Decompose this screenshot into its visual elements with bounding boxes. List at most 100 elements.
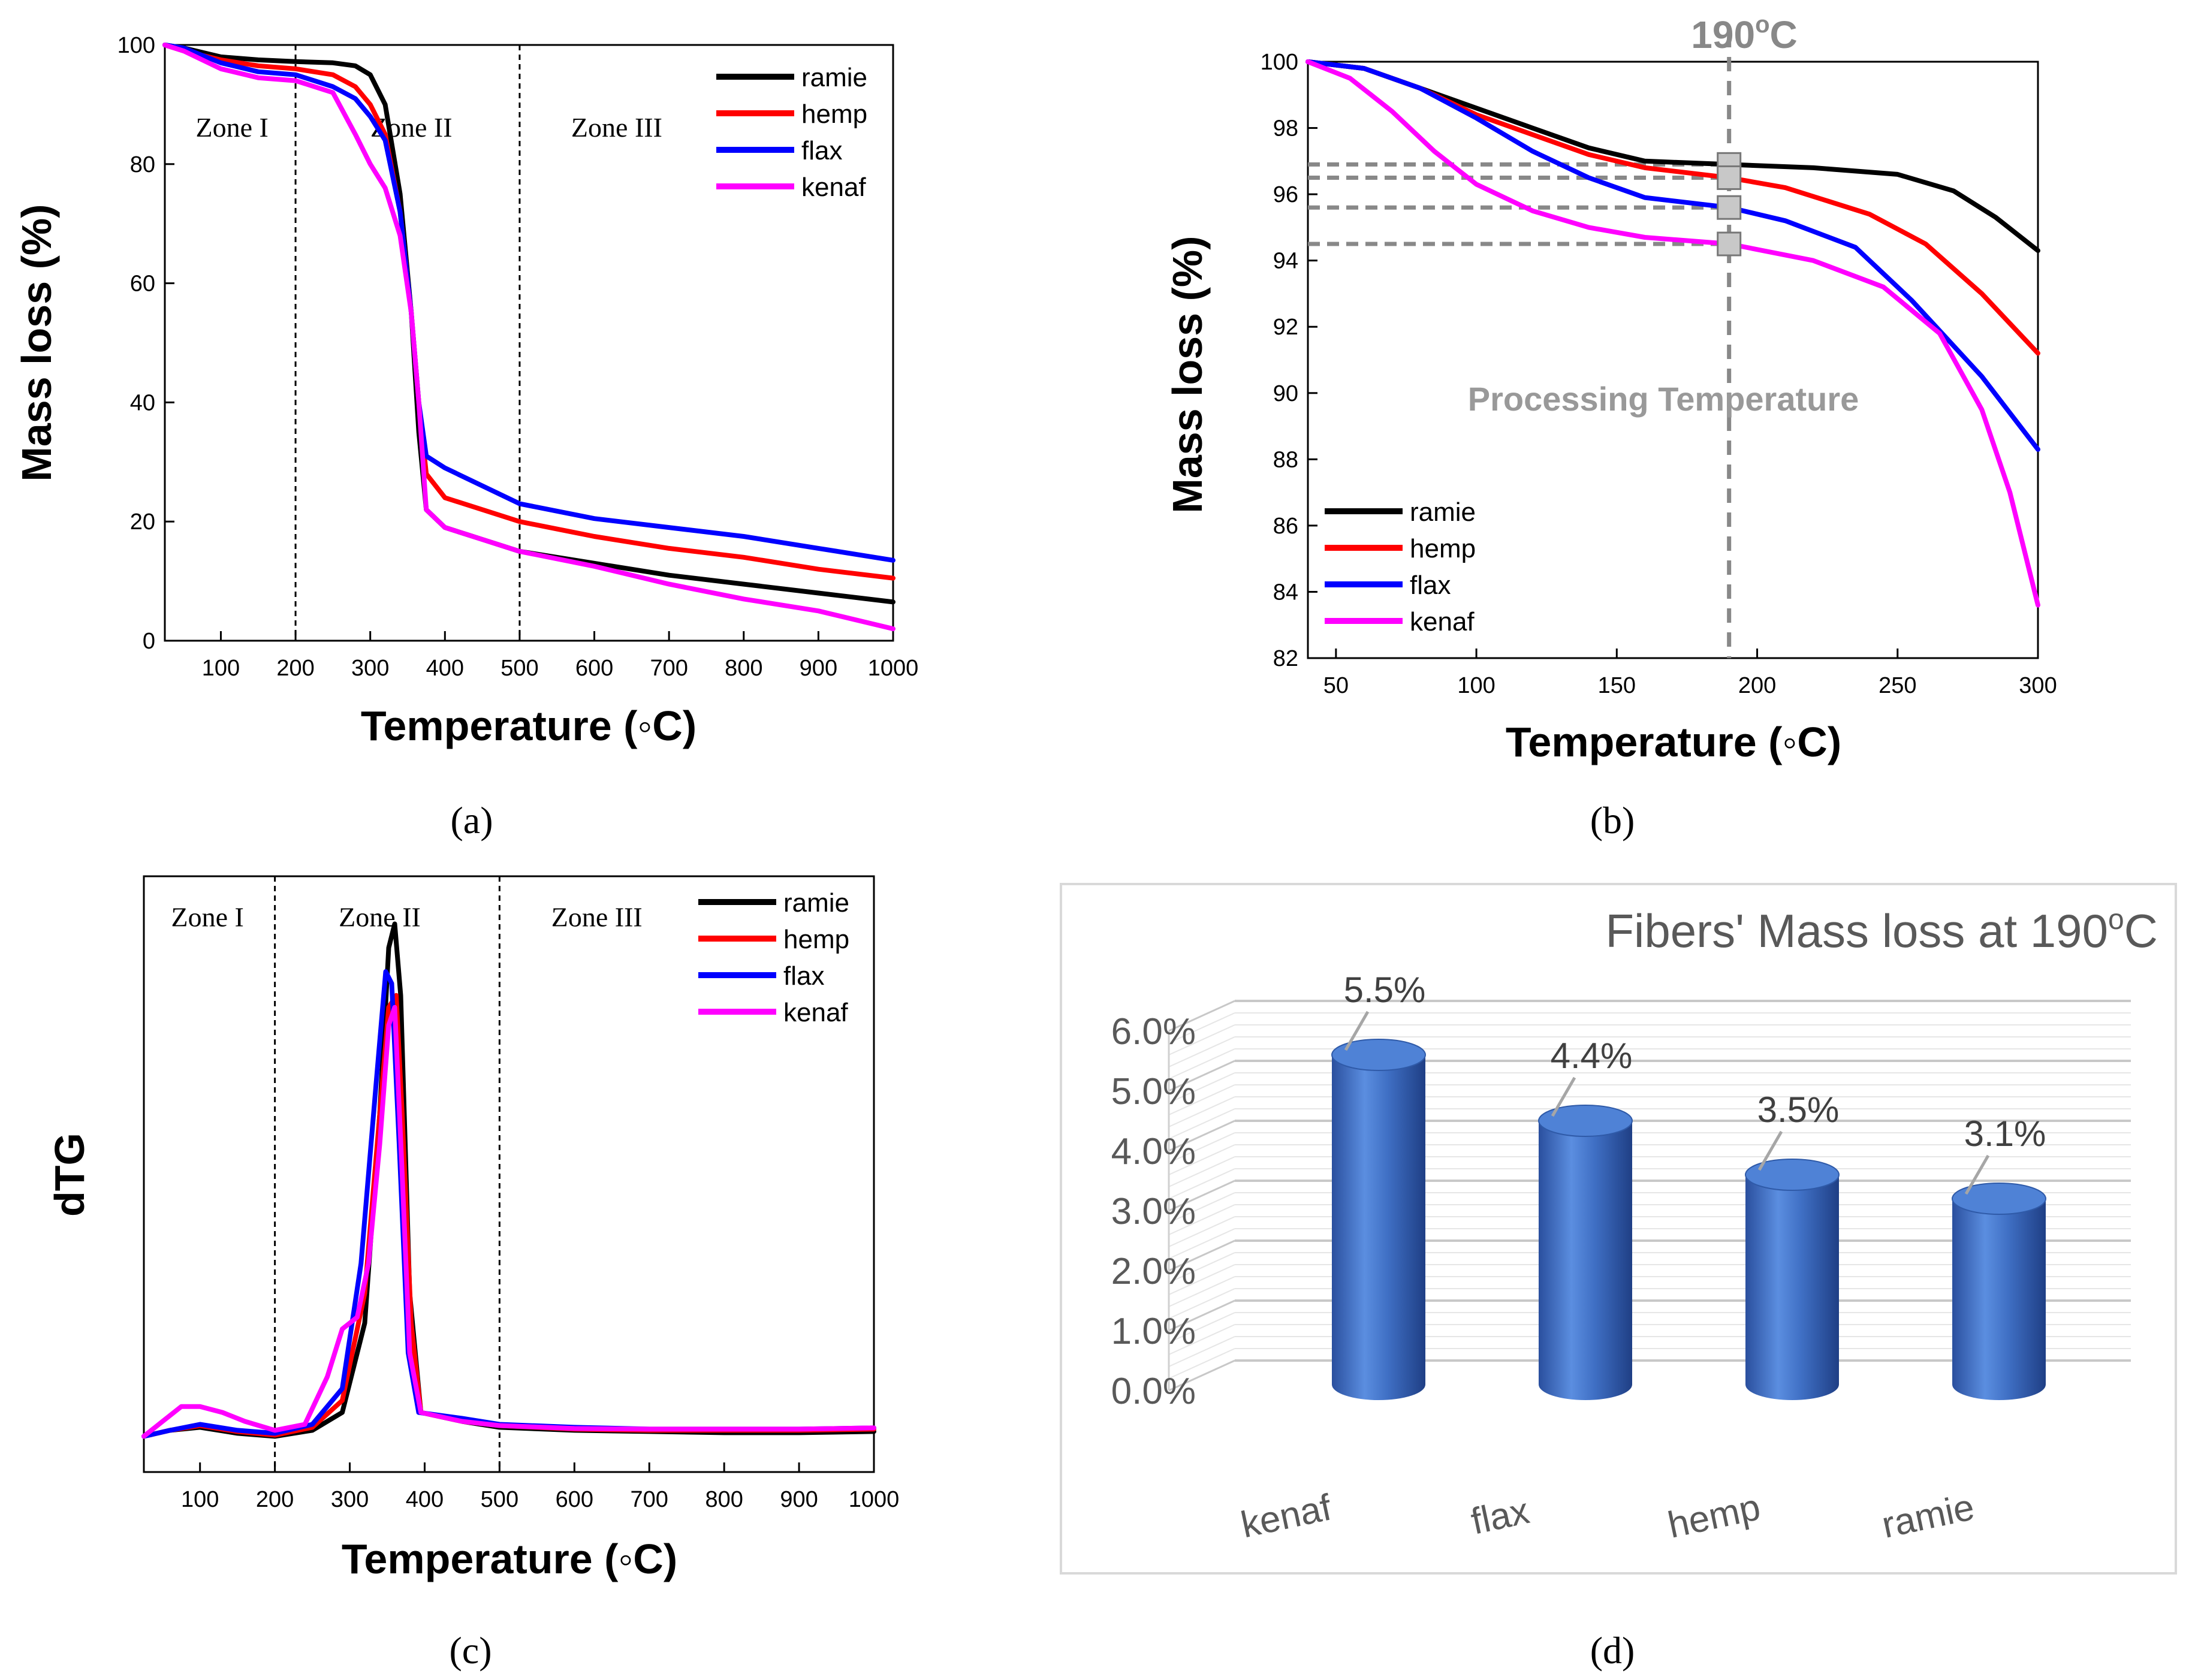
d-data-label-leader <box>1757 1130 1783 1171</box>
d-minor-gridline-side <box>1168 1036 1235 1067</box>
d-minor-gridline-side <box>1168 1108 1235 1139</box>
c-x-tick-label: 400 <box>406 1487 444 1512</box>
d-y-tick-label: 6.0% <box>1111 1011 1196 1052</box>
c-zone-label: Zone III <box>551 902 643 933</box>
c-x-tick-label: 500 <box>481 1487 518 1512</box>
panel-d-title-main: Fibers' Mass loss at 190 <box>1605 904 2108 957</box>
d-bar-top-hemp <box>1745 1159 1840 1191</box>
d-minor-gridline-side <box>1168 1288 1235 1319</box>
panel-a-zone-labels: Zone I Zone II Zone III <box>195 112 662 143</box>
a-x-tick-label: 500 <box>500 656 538 681</box>
b-y-tick-label: 96 <box>1273 182 1298 207</box>
d-minor-gridline-side <box>1168 1348 1235 1379</box>
d-bar-top-flax <box>1538 1105 1633 1137</box>
c-series-line-ramie <box>141 921 876 1439</box>
panel-b-annotation: Processing Temperature <box>1468 380 1859 418</box>
panel-d-title: Fibers' Mass loss at 190oC <box>1605 904 2158 957</box>
panel-d-bars: 5.5% 4.4% 3.5% 3.1% <box>1331 970 2046 1400</box>
c-x-tick-label: 200 <box>256 1487 294 1512</box>
d-data-label-ramie: 3.1% <box>1964 1114 2046 1154</box>
b-reference-marker <box>1717 231 1742 257</box>
panel-b-marker-label: 190oC <box>1691 11 1797 56</box>
d-minor-gridline-side <box>1168 1228 1235 1259</box>
b-legend-label-kenaf: kenaf <box>1410 607 1475 637</box>
a-series-line-ramie <box>162 43 896 605</box>
d-bar-hemp <box>1745 1175 1839 1400</box>
a-series-line-flax <box>162 43 896 563</box>
panel-a-x-axis-label: Temperature (◦C) <box>361 702 697 749</box>
d-minor-gridline-side <box>1168 1132 1235 1163</box>
d-minor-gridline-side <box>1168 1216 1235 1247</box>
a-x-tick-label: 100 <box>202 656 240 681</box>
d-major-gridline-side <box>1168 1299 1235 1332</box>
panel-b-marker-sup: o <box>1755 11 1769 38</box>
d-data-label-leader <box>1551 1076 1576 1117</box>
panel-b-series <box>1305 59 2040 608</box>
b-x-tick-label: 100 <box>1457 673 1495 698</box>
d-bar-top-ramie <box>1952 1183 2046 1215</box>
d-minor-gridline-side <box>1168 1156 1235 1187</box>
d-minor-gridline-side <box>1168 1252 1235 1283</box>
d-data-label-hemp: 3.5% <box>1757 1090 1840 1130</box>
panel-a-y-axis-label: Mass loss (%) <box>13 204 60 482</box>
a-x-tick-label: 600 <box>575 656 613 681</box>
panel-d-y-ticks: 0.0% 1.0% 2.0% 3.0% 4.0% 5.0% 6.0% <box>1111 1011 1196 1412</box>
c-legend-label-hemp: hemp <box>783 925 849 954</box>
d-bar-kenaf <box>1332 1055 1425 1400</box>
d-data-label-kenaf: 5.5% <box>1344 970 1426 1010</box>
panel-a-series <box>162 43 896 632</box>
panel-a-legend: ramie hemp flax kenaf <box>716 63 867 202</box>
panel-a-caption: (a) <box>450 799 493 841</box>
a-x-tick-label: 400 <box>426 656 464 681</box>
panel-c-zone-lines <box>274 876 500 1472</box>
d-major-gridline-side <box>1168 1359 1235 1392</box>
b-x-tick-label: 150 <box>1598 673 1636 698</box>
panel-c-x-axis-label: Temperature (◦C) <box>342 1536 677 1582</box>
d-bar-top-kenaf <box>1331 1039 1426 1071</box>
d-data-label-leader <box>1344 1011 1370 1051</box>
d-minor-gridline-side <box>1168 1084 1235 1115</box>
c-x-tick-label: 600 <box>556 1487 593 1512</box>
b-y-tick-label: 100 <box>1261 50 1298 75</box>
a-legend-label-hemp: hemp <box>801 99 867 129</box>
c-legend-label-flax: flax <box>783 961 824 991</box>
b-y-tick-label: 88 <box>1273 447 1298 472</box>
d-y-tick-label: 5.0% <box>1111 1071 1196 1112</box>
panel-b-markers <box>1717 152 1742 257</box>
c-x-tick-label: 100 <box>181 1487 219 1512</box>
panel-c-y-axis-label: dTG <box>46 1133 93 1217</box>
a-y-tick-label: 20 <box>130 509 155 535</box>
c-zone-label: Zone II <box>339 902 421 933</box>
panel-a-plot-frame <box>164 44 894 642</box>
d-major-gridline-side <box>1168 1000 1235 1032</box>
a-y-tick-label: 0 <box>143 629 155 654</box>
panel-b-y-axis-label: Mass loss (%) <box>1164 236 1211 514</box>
a-y-tick-label: 60 <box>130 272 155 297</box>
d-y-tick-label: 1.0% <box>1111 1311 1196 1352</box>
b-y-tick-label: 84 <box>1273 580 1298 605</box>
b-legend-label-hemp: hemp <box>1410 534 1476 563</box>
c-series-line-flax <box>141 969 876 1439</box>
panel-b-y-ticks: 82 84 86 88 90 92 94 96 98 100 <box>1261 50 1317 671</box>
b-series-line-flax <box>1305 59 2040 452</box>
panel-a-y-ticks: 0 20 40 60 80 100 <box>117 33 174 654</box>
c-x-tick-label: 800 <box>705 1487 743 1512</box>
b-y-tick-label: 94 <box>1273 249 1298 274</box>
d-minor-gridline-side <box>1168 1264 1235 1295</box>
panel-b-reference-lines <box>1308 33 1732 658</box>
b-y-tick-label: 92 <box>1273 315 1298 340</box>
a-series-line-hemp <box>162 43 896 581</box>
c-legend-label-ramie: ramie <box>783 888 849 918</box>
b-legend-label-ramie: ramie <box>1410 497 1476 527</box>
a-x-tick-label: 1000 <box>868 656 919 681</box>
d-minor-gridline-side <box>1168 1012 1235 1043</box>
d-minor-gridline-side <box>1168 1096 1235 1127</box>
c-x-tick-label: 1000 <box>849 1487 900 1512</box>
d-minor-gridline-side <box>1168 1144 1235 1175</box>
panel-b-legend: ramie hemp flax kenaf <box>1325 497 1476 637</box>
d-major-gridline-side <box>1168 1239 1235 1272</box>
d-minor-gridline-side <box>1168 1192 1235 1223</box>
c-series-line-kenaf <box>141 1005 876 1439</box>
a-x-tick-label: 300 <box>351 656 389 681</box>
